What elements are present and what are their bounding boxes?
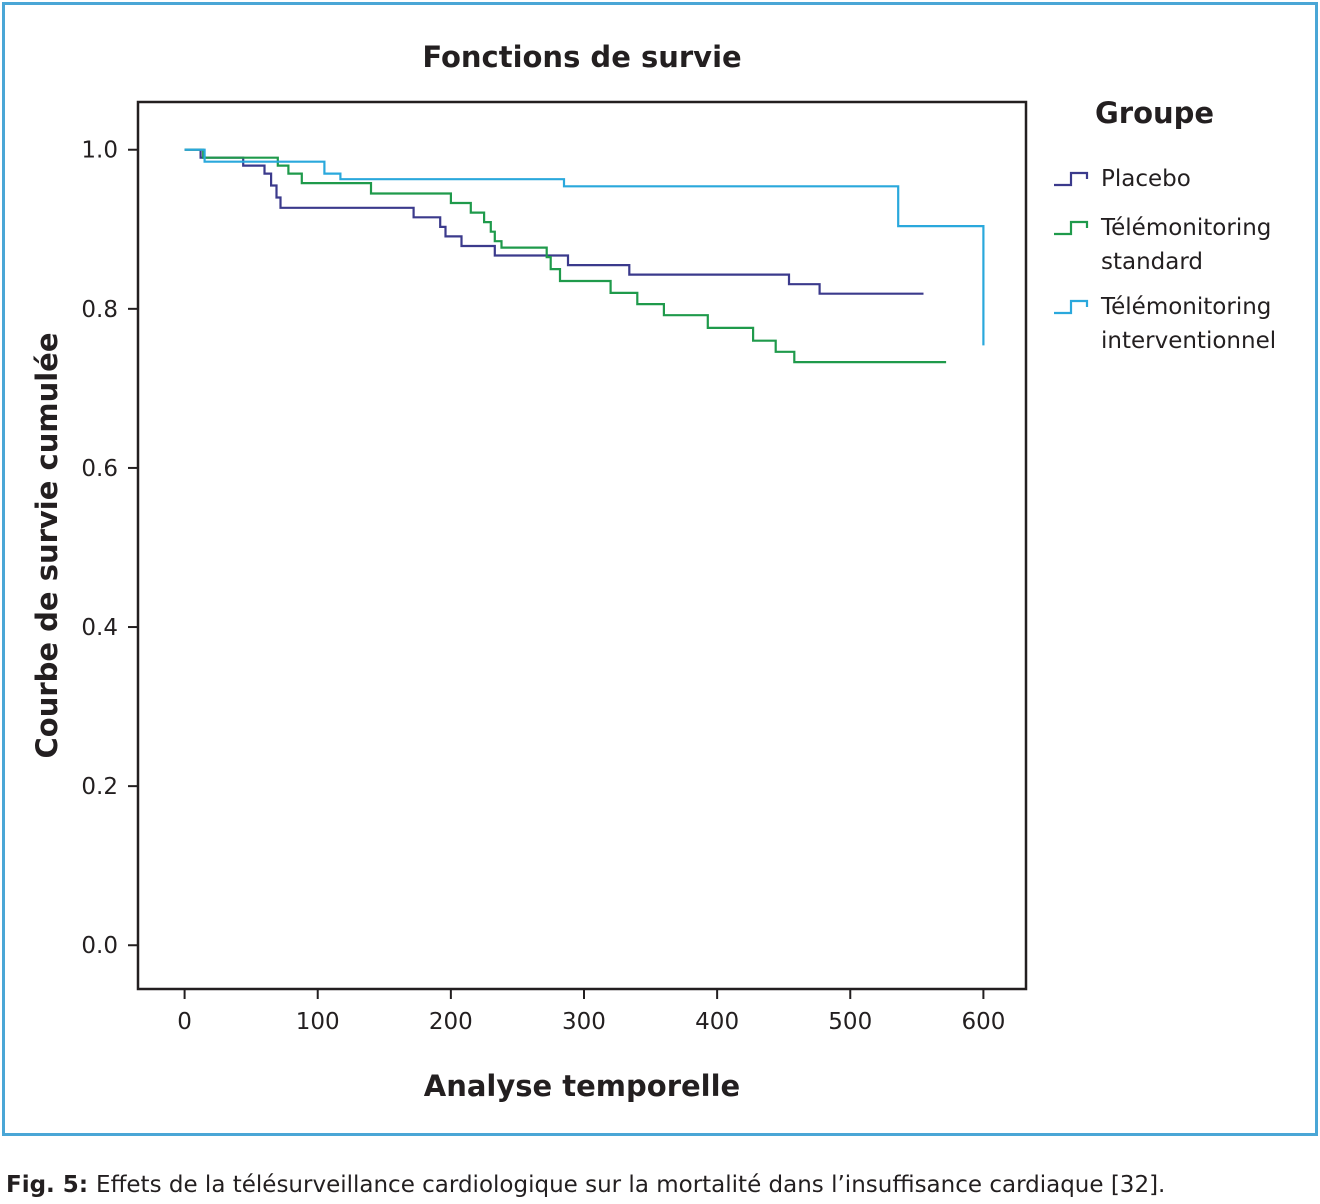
legend-label-3: interventionnel bbox=[1101, 328, 1276, 354]
y-tick-label: 1.0 bbox=[81, 138, 118, 164]
figure-caption: Fig. 5: Effets de la télésurveillance ca… bbox=[6, 1172, 1165, 1198]
y-tick-label: 0.2 bbox=[81, 774, 118, 800]
y-tick-label: 0.0 bbox=[81, 933, 118, 959]
y-tick-label: 0.4 bbox=[81, 615, 118, 641]
series-line-1 bbox=[184, 148, 924, 295]
survival-chart: Fonctions de survie 0.0 0.2 0.4 0.6 0.8 1.0 0 10… bbox=[30, 40, 1276, 1103]
caption-separator: : bbox=[78, 1172, 97, 1198]
y-axis-label: Courbe de survie cumulée bbox=[30, 333, 64, 759]
legend-label-3: Télémonitoring bbox=[1100, 294, 1271, 320]
series-line-3 bbox=[184, 148, 985, 346]
x-tick-label: 300 bbox=[562, 1009, 606, 1035]
legend-swatch-1 bbox=[1054, 171, 1089, 187]
legend-label-2: standard bbox=[1101, 249, 1203, 275]
chart-title: Fonctions de survie bbox=[422, 40, 741, 74]
legend-title: Groupe bbox=[1095, 96, 1214, 130]
y-tick-label: 0.6 bbox=[81, 456, 118, 482]
series-line-2 bbox=[184, 148, 947, 364]
figure-frame: Fonctions de survie 0.0 0.2 0.4 0.6 0.8 1.0 0 10… bbox=[2, 2, 1318, 1136]
legend-swatch-2 bbox=[1054, 220, 1089, 236]
legend-label-1: Placebo bbox=[1101, 166, 1191, 192]
y-tick-label: 0.8 bbox=[81, 297, 118, 323]
x-tick-label: 200 bbox=[429, 1009, 473, 1035]
legend-swatch-3 bbox=[1054, 299, 1089, 315]
legend-label-2: Télémonitoring bbox=[1100, 215, 1271, 241]
plot-area bbox=[136, 100, 1028, 991]
caption-label: Fig. 5 bbox=[6, 1172, 79, 1198]
x-tick-label: 400 bbox=[695, 1009, 739, 1035]
caption-text: Effets de la télésurveillance cardiologi… bbox=[96, 1172, 1166, 1198]
x-tick-label: 600 bbox=[961, 1009, 1005, 1035]
x-axis-label: Analyse temporelle bbox=[424, 1069, 740, 1103]
x-tick-label: 0 bbox=[177, 1009, 192, 1035]
x-tick-label: 500 bbox=[828, 1009, 872, 1035]
x-tick-label: 100 bbox=[296, 1009, 340, 1035]
